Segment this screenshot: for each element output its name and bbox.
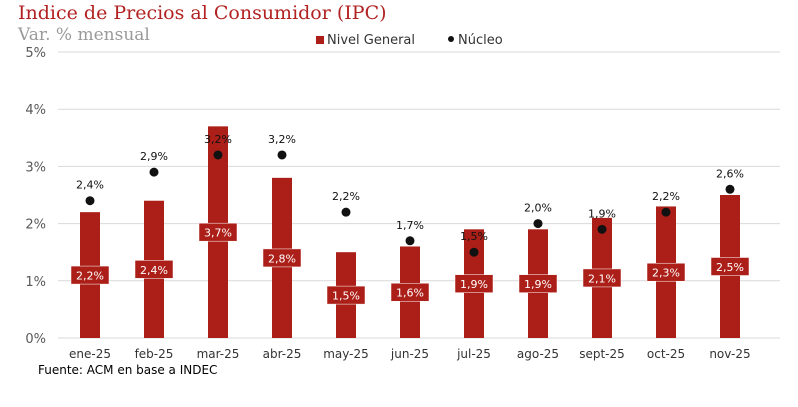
dot-data-label: 3,2%	[268, 133, 296, 146]
legend-swatch-dot	[448, 36, 454, 42]
y-tick-label: 0%	[25, 332, 46, 347]
legend-swatch-bar	[316, 36, 324, 44]
bar-data-label: 1,9%	[524, 278, 552, 291]
bar-data-label: 2,8%	[268, 252, 296, 265]
bar-data-label-box	[134, 260, 174, 279]
x-tick-label: abr-25	[263, 347, 302, 361]
dot-nucleo	[149, 167, 159, 177]
bar-data-label: 2,5%	[716, 261, 744, 274]
y-tick-label: 3%	[25, 160, 46, 175]
bar-data-label: 2,1%	[588, 272, 616, 285]
y-tick-label: 1%	[25, 275, 46, 290]
x-tick-label: ene-25	[69, 347, 111, 361]
dot-nucleo	[85, 196, 95, 206]
legend-label: Núcleo	[458, 33, 503, 48]
x-tick-label: ago-25	[517, 347, 559, 361]
source-note: Fuente: ACM en base a INDEC	[38, 363, 218, 377]
bar-data-label: 1,9%	[460, 278, 488, 291]
bar-data-label-box	[518, 274, 558, 293]
bar-data-label: 2,3%	[652, 267, 680, 280]
chart-title: Indice de Precios al Consumidor (IPC)	[18, 2, 387, 24]
dot-nucleo	[469, 247, 479, 257]
x-tick-label: oct-25	[647, 347, 685, 361]
legend-nucleo: Núcleo	[448, 33, 503, 48]
bar-data-label: 1,5%	[332, 290, 360, 303]
dot-nucleo	[533, 219, 543, 229]
bar-data-label-box	[454, 274, 494, 293]
bar-data-label: 3,7%	[204, 227, 232, 240]
dot-nucleo	[725, 184, 735, 194]
dot-nucleo	[597, 224, 607, 234]
dot-nucleo	[277, 150, 287, 160]
legend-label: Nivel General	[327, 33, 416, 48]
bar-data-label: 2,2%	[76, 270, 104, 283]
chart-subtitle: Var. % mensual	[18, 25, 150, 45]
bar-data-label-box	[326, 285, 366, 305]
y-tick-label: 2%	[25, 218, 46, 233]
dot-data-label: 2,6%	[716, 167, 744, 180]
x-tick-label: jun-25	[390, 347, 429, 361]
dot-nucleo	[341, 207, 351, 217]
bar-data-label-box	[710, 257, 750, 276]
dot-data-label: 2,2%	[652, 190, 680, 203]
x-tick-label: nov-25	[709, 347, 750, 361]
y-tick-label: 4%	[25, 103, 46, 118]
bar-data-label: 2,4%	[140, 264, 168, 277]
bar-data-label: 1,6%	[396, 287, 424, 300]
x-tick-label: sept-25	[579, 347, 625, 361]
dot-data-label: 2,0%	[524, 202, 552, 215]
bar-data-label-box	[198, 222, 238, 242]
bar-data-label-box	[70, 265, 110, 285]
bar-data-label-box	[262, 248, 302, 268]
dot-data-label: 2,4%	[76, 179, 104, 192]
bar-data-label-box	[390, 282, 430, 302]
y-tick-label: 5%	[25, 46, 46, 61]
x-tick-label: jul-25	[456, 347, 491, 361]
bar-data-label-box	[582, 268, 622, 288]
dot-nucleo	[661, 207, 671, 217]
dot-data-label: 3,2%	[204, 133, 232, 146]
dot-nucleo	[405, 236, 415, 246]
x-tick-label: mar-25	[197, 347, 240, 361]
x-tick-label: feb-25	[135, 347, 174, 361]
dot-nucleo	[213, 150, 223, 160]
dot-data-label: 1,9%	[588, 207, 616, 220]
dot-data-label: 2,2%	[332, 190, 360, 203]
dot-data-label: 1,7%	[396, 219, 424, 232]
dot-data-label: 1,5%	[460, 230, 488, 243]
legend-nivel-general: Nivel General	[316, 33, 415, 48]
dot-data-label: 2,9%	[140, 150, 168, 163]
x-tick-label: may-25	[323, 347, 369, 361]
bar-data-label-box	[646, 262, 686, 282]
